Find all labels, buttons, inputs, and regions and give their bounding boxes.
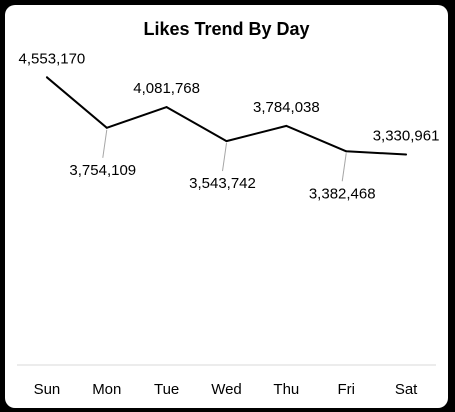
data-label: 3,330,961 (373, 128, 440, 145)
data-point (225, 140, 228, 143)
chart-card: Likes Trend By Day 4,553,170 3,754,109 4,0… (5, 5, 448, 408)
x-tick-label: Wed (211, 381, 242, 398)
data-label-leader (222, 142, 227, 172)
x-tick-label: Fri (337, 381, 355, 398)
x-tick-label: Sat (395, 381, 418, 398)
data-label: 4,081,768 (133, 80, 200, 97)
data-label: 3,784,038 (253, 99, 320, 116)
data-label: 3,543,742 (189, 175, 256, 192)
line-chart: 4,553,170 3,754,109 4,081,768 3,543,742 3,78… (17, 50, 440, 398)
series-line (46, 76, 407, 156)
x-tick-label: Sun (34, 381, 61, 398)
data-label: 3,382,468 (309, 185, 376, 202)
data-point (285, 124, 288, 127)
data-label: 3,754,109 (69, 162, 136, 179)
data-point (105, 126, 108, 129)
x-tick-label: Mon (92, 381, 121, 398)
data-point (405, 153, 408, 156)
data-point (45, 76, 48, 79)
data-point (345, 150, 348, 153)
data-label-leader (102, 129, 108, 158)
x-tick-label: Thu (273, 381, 299, 398)
data-point (165, 106, 168, 109)
data-label-leader (341, 153, 347, 182)
chart-title: Likes Trend By Day (143, 19, 310, 39)
data-label: 4,553,170 (19, 50, 86, 67)
x-tick-label: Tue (154, 381, 179, 398)
